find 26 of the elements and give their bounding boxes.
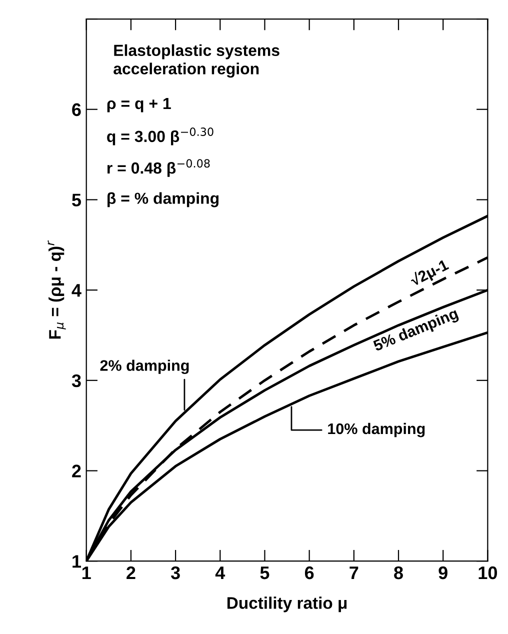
x-tick-label: 5 bbox=[260, 566, 270, 580]
x-tick-label: 8 bbox=[394, 566, 403, 580]
text: 10% damping bbox=[328, 422, 425, 438]
series-label: 2% damping bbox=[100, 360, 189, 374]
x-tick-label: 3 bbox=[170, 566, 180, 580]
y-tick-label: 1 bbox=[72, 555, 81, 568]
annotation: β = % damping bbox=[108, 192, 218, 208]
x-tick-label: 1 bbox=[82, 566, 91, 580]
x-tick-label: 9 bbox=[438, 566, 448, 580]
y-tick-label: 2 bbox=[72, 464, 81, 478]
y-axis-title: F$_{μ}$ = (ρμ - q)$^{r}$ bbox=[48, 240, 66, 339]
y-tick-label: 3 bbox=[72, 374, 81, 388]
annotation: ρ = q + 1 bbox=[107, 98, 171, 112]
annotation: Elastoplastic systems acceleration region bbox=[114, 44, 280, 78]
annotation: q = 3.00 β$^{−0.30}$ bbox=[107, 128, 214, 146]
annotation: r = 0.48 β$^{−0.08}$ bbox=[107, 159, 210, 177]
y-tick-label: 4 bbox=[72, 284, 82, 297]
x-axis-title: Ductility ratio μ bbox=[227, 596, 347, 612]
x-tick-label: 6 bbox=[304, 566, 314, 580]
text: √2μ-1 bbox=[408, 258, 450, 289]
x-tick-label: 4 bbox=[215, 566, 226, 580]
x-tick-label: 2 bbox=[126, 566, 136, 580]
y-tick-label: 5 bbox=[72, 194, 81, 206]
x-tick-label: 10 bbox=[478, 566, 497, 580]
y-tick-label: 6 bbox=[72, 103, 81, 116]
x-tick-label: 7 bbox=[350, 566, 358, 580]
